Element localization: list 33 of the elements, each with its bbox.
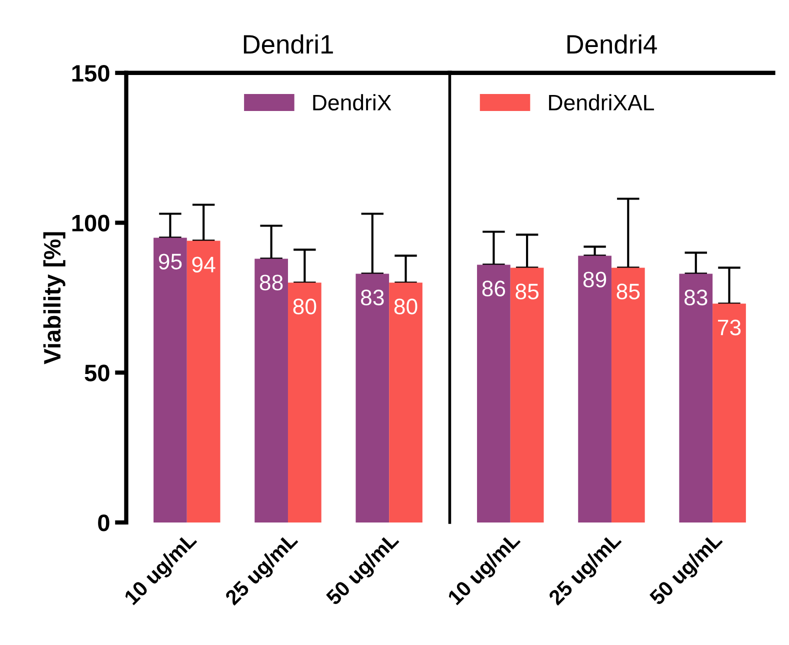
data-label: 95 (158, 254, 182, 270)
bar (712, 304, 746, 522)
data-label: 94 (192, 256, 216, 272)
y-tick-label: 0 (98, 514, 110, 532)
y-tick-label: 50 (84, 364, 110, 382)
bar (389, 282, 422, 522)
y-axis-title: Viability [%] (43, 232, 66, 364)
data-label: 88 (260, 274, 283, 290)
bar (254, 258, 288, 522)
data-label: 83 (684, 290, 708, 306)
legend-label: DendriXAL (549, 94, 654, 110)
chart-title: Dendri1 (244, 34, 333, 54)
data-label: 86 (482, 280, 506, 296)
data-label: 80 (293, 298, 316, 314)
data-label: 85 (616, 284, 640, 300)
data-label: 80 (394, 298, 418, 314)
bar (611, 268, 645, 522)
bar (477, 264, 510, 522)
data-label: 85 (516, 284, 538, 300)
data-label: 83 (361, 290, 384, 306)
legend-label: DendriX (313, 94, 392, 110)
data-label: 73 (718, 320, 741, 336)
bar (356, 274, 390, 522)
chart-title: Dendri4 (567, 34, 657, 54)
bar (578, 256, 612, 522)
y-tick-label: 150 (72, 64, 110, 82)
bar (288, 282, 322, 522)
data-label: 89 (583, 272, 606, 288)
bar (510, 268, 544, 522)
bar (186, 240, 220, 522)
bar (154, 238, 187, 522)
y-tick-label: 100 (72, 214, 110, 232)
bar (679, 274, 713, 522)
